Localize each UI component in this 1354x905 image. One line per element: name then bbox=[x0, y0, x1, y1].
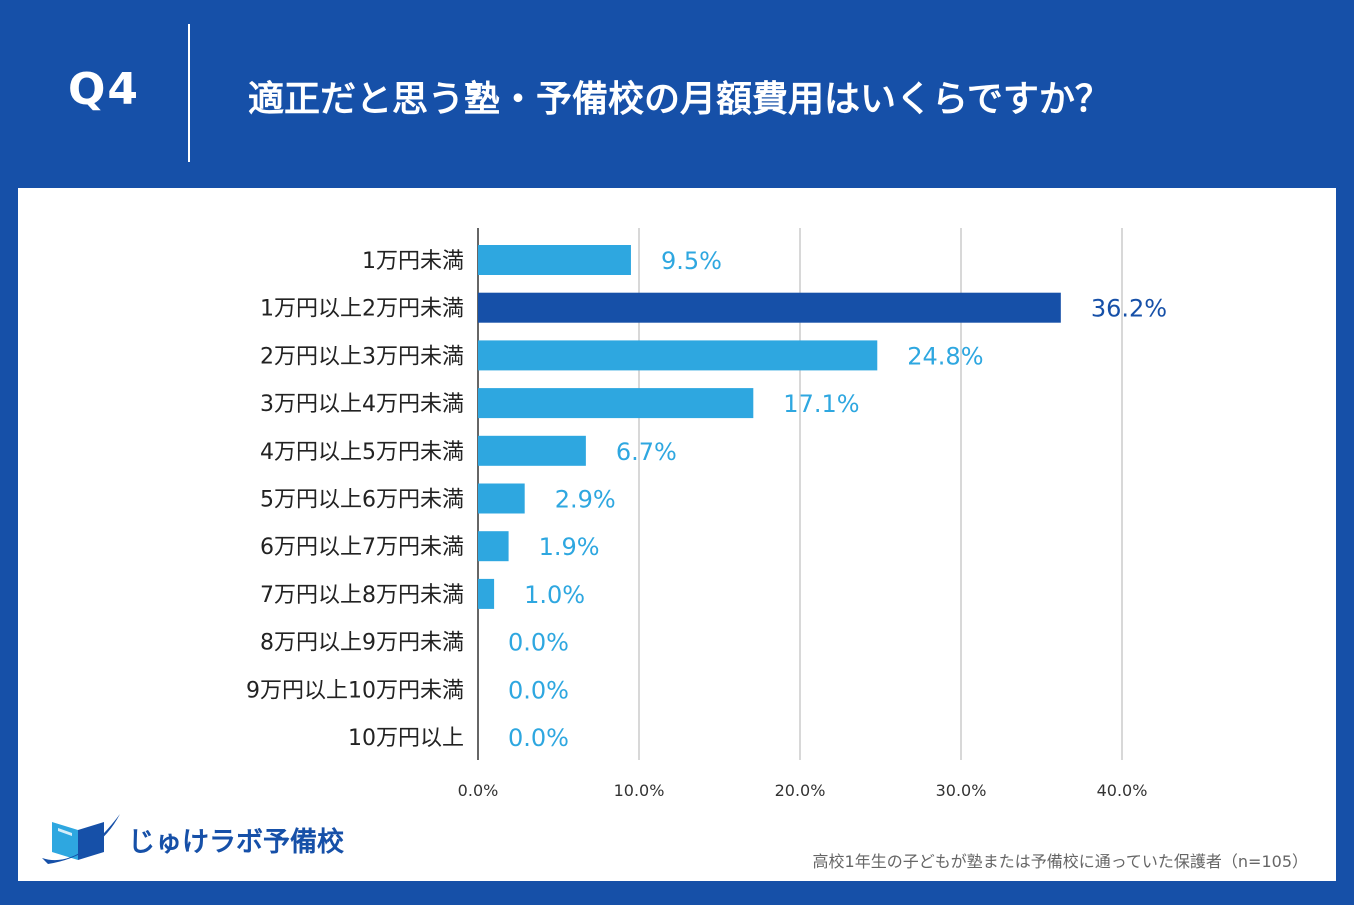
bar bbox=[478, 340, 878, 371]
category-label: 10万円以上 bbox=[348, 726, 464, 751]
data-label: 0.0% bbox=[508, 724, 569, 752]
x-tick-label: 20.0% bbox=[775, 781, 826, 800]
x-tick-label: 40.0% bbox=[1097, 781, 1148, 800]
x-tick-label: 30.0% bbox=[936, 781, 987, 800]
data-label: 1.0% bbox=[524, 581, 585, 609]
logo: じゅけラボ予備校 bbox=[38, 808, 368, 868]
data-label: 9.5% bbox=[661, 247, 722, 275]
data-label: 6.7% bbox=[616, 438, 677, 466]
category-label: 2万円以上3万円未満 bbox=[260, 344, 464, 369]
data-label: 0.0% bbox=[508, 629, 569, 657]
data-label: 24.8% bbox=[907, 342, 983, 370]
bar-chart: 0.0% 10.0% 20.0% 30.0% 40.0% 1万円未満 9.5% 1万円以上2万… bbox=[246, 228, 1167, 800]
chart-panel: 0.0% 10.0% 20.0% 30.0% 40.0% 1万円未満 9.5% 1万円以上2万… bbox=[18, 188, 1336, 881]
bar bbox=[478, 245, 631, 275]
category-label: 6万円以上7万円未満 bbox=[260, 535, 464, 560]
category-label: 7万円以上8万円未満 bbox=[260, 583, 464, 608]
bar bbox=[478, 435, 586, 466]
category-label: 9万円以上10万円未満 bbox=[246, 678, 464, 703]
data-label: 0.0% bbox=[508, 676, 569, 704]
bar bbox=[478, 531, 509, 562]
footnote: 高校1年生の子どもが塾または予備校に通っていた保護者（n=105） bbox=[812, 852, 1308, 871]
logo-text: じゅけラボ予備校 bbox=[128, 827, 344, 858]
data-label: 1.9% bbox=[539, 533, 600, 561]
question-number: Q4 bbox=[68, 64, 141, 115]
category-label: 4万円以上5万円未満 bbox=[260, 440, 464, 465]
category-label: 8万円以上9万円未満 bbox=[260, 631, 464, 656]
book-swoosh-icon bbox=[42, 814, 120, 864]
header: Q4 適正だと思う塾・予備校の月額費用はいくらですか？ bbox=[0, 0, 1354, 188]
bar bbox=[478, 483, 525, 514]
question-title: 適正だと思う塾・予備校の月額費用はいくらですか？ bbox=[248, 79, 1111, 120]
bar bbox=[478, 292, 1061, 323]
bar bbox=[478, 388, 754, 419]
category-label: 3万円以上4万円未満 bbox=[260, 392, 464, 417]
x-tick-label: 10.0% bbox=[614, 781, 665, 800]
category-label: 1万円以上2万円未満 bbox=[260, 297, 464, 322]
bar bbox=[478, 578, 495, 609]
category-label: 5万円以上6万円未満 bbox=[260, 488, 464, 513]
data-label: 17.1% bbox=[783, 390, 859, 418]
x-tick-label: 0.0% bbox=[458, 781, 499, 800]
header-divider bbox=[188, 24, 190, 162]
data-label: 2.9% bbox=[555, 486, 616, 514]
category-label: 1万円未満 bbox=[362, 249, 464, 274]
data-label: 36.2% bbox=[1091, 295, 1167, 323]
